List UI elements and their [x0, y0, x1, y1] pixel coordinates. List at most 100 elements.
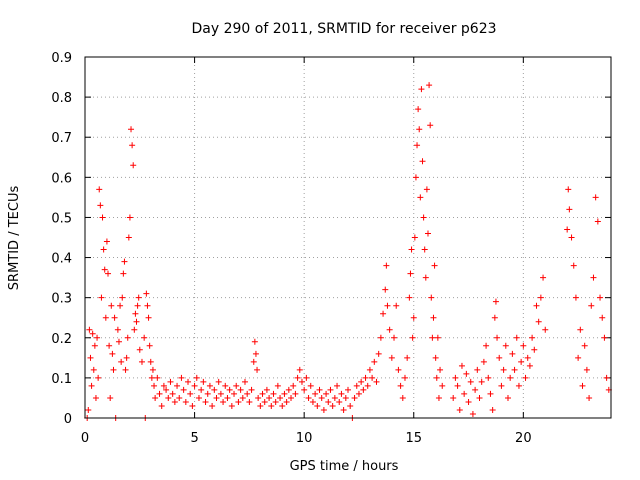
data-point [565, 186, 572, 193]
x-tick-label: 0 [81, 431, 89, 446]
data-point [250, 358, 257, 365]
data-point [152, 394, 159, 401]
data-point [483, 342, 490, 349]
data-point [87, 354, 94, 361]
data-point [132, 310, 139, 317]
data-point [95, 374, 102, 381]
data-point [522, 374, 529, 381]
data-point [266, 394, 273, 401]
data-point [336, 398, 343, 405]
data-point [268, 402, 275, 409]
data-point [241, 378, 248, 385]
data-point [290, 382, 297, 389]
y-tick-label: 0.8 [51, 91, 72, 106]
data-point [301, 386, 308, 393]
data-point [568, 234, 575, 241]
data-point [122, 366, 129, 373]
data-point [144, 302, 151, 309]
data-point [185, 378, 192, 385]
data-point [86, 326, 93, 333]
data-point [117, 302, 124, 309]
data-point [513, 334, 520, 341]
data-point [318, 394, 325, 401]
data-point [570, 262, 577, 269]
data-point [171, 398, 178, 405]
data-point [388, 354, 395, 361]
data-point [369, 374, 376, 381]
data-point [105, 270, 112, 277]
data-point [509, 350, 516, 357]
data-point [176, 394, 183, 401]
data-point [345, 386, 351, 393]
data-point [200, 378, 207, 385]
data-point [314, 402, 321, 409]
data-point [384, 302, 391, 309]
data-point [355, 390, 362, 397]
data-point [507, 374, 514, 381]
data-point [331, 394, 338, 401]
data-point [416, 126, 423, 133]
data-point [320, 406, 327, 413]
data-point [174, 382, 181, 389]
data-point [465, 398, 472, 405]
data-point [395, 366, 402, 373]
data-point [119, 294, 126, 301]
data-point [114, 326, 121, 333]
data-point [263, 386, 270, 393]
data-point [296, 366, 303, 373]
data-point [564, 226, 571, 233]
data-point [121, 258, 128, 265]
data-point [478, 378, 485, 385]
data-point [420, 214, 427, 221]
data-point [461, 390, 468, 397]
data-point [485, 374, 492, 381]
data-point [244, 390, 251, 397]
data-point [283, 398, 290, 405]
data-point [421, 246, 428, 253]
data-point [165, 394, 172, 401]
data-point [434, 334, 441, 341]
data-point [141, 334, 148, 341]
data-point [103, 238, 110, 245]
y-tick-labels: 0 0.1 0.2 0.3 0.4 0.5 0.6 0.7 0.8 0.9 [51, 51, 72, 427]
data-point [217, 390, 224, 397]
data-point [414, 142, 421, 149]
data-point [338, 390, 345, 397]
data-point [298, 378, 305, 385]
data-point [533, 302, 540, 309]
data-point [412, 174, 419, 181]
data-point [474, 366, 481, 373]
y-tick-label: 0.1 [51, 372, 72, 387]
data-point [118, 358, 125, 365]
data-point [431, 262, 438, 269]
data-point [257, 402, 264, 409]
data-point [566, 206, 573, 213]
data-point [156, 390, 163, 397]
data-point [458, 362, 465, 369]
data-point [102, 314, 109, 321]
data-point [524, 354, 531, 361]
data-point [327, 386, 334, 393]
data-point [393, 302, 400, 309]
data-point [579, 382, 586, 389]
data-point [246, 398, 253, 405]
data-point [193, 374, 200, 381]
data-point [107, 394, 114, 401]
axis-ticks [84, 56, 611, 419]
data-point [429, 334, 436, 341]
data-point [476, 394, 483, 401]
data-point [373, 378, 380, 385]
y-tick-label: 0 [64, 412, 72, 427]
y-axis-label: SRMTID / TECUs [7, 186, 22, 291]
data-point [124, 334, 131, 341]
data-point [594, 218, 601, 225]
data-point [411, 234, 418, 241]
data-point [226, 386, 233, 393]
data-point [85, 406, 92, 413]
data-point [154, 374, 161, 381]
data-point [409, 334, 416, 341]
data-point [128, 126, 135, 133]
data-point [435, 394, 442, 401]
data-point [399, 394, 406, 401]
data-point [239, 394, 246, 401]
